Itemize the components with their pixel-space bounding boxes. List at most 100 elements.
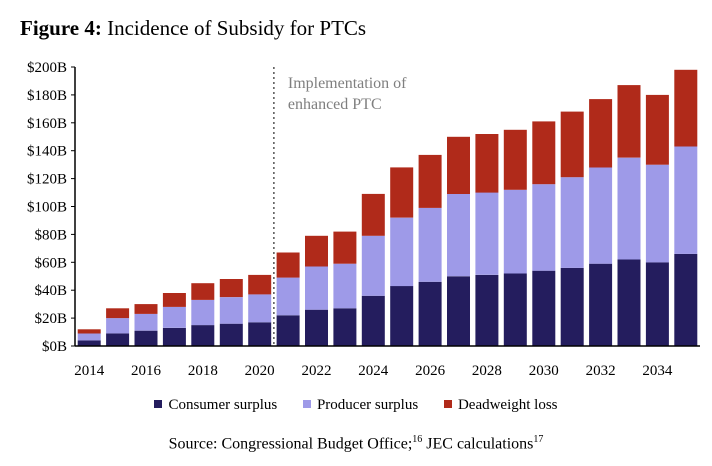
- bar-producer-surplus-2034: [645, 164, 669, 263]
- bar-consumer-surplus-2021: [276, 315, 300, 346]
- bar-consumer-surplus-2029: [503, 273, 527, 346]
- bar-consumer-surplus-2020: [248, 322, 272, 346]
- bar-consumer-surplus-2028: [475, 274, 499, 346]
- legend-swatch-producer-surplus: [302, 400, 311, 408]
- bar-consumer-surplus-2034: [645, 262, 669, 346]
- bar-consumer-surplus-2025: [390, 286, 414, 346]
- bar-deadweight-loss-2028: [475, 134, 499, 193]
- bar-producer-surplus-2026: [418, 207, 442, 282]
- annotation-text-line2: enhanced PTC: [288, 96, 382, 113]
- x-tick-label: 2020: [245, 363, 275, 379]
- bar-producer-surplus-2024: [361, 235, 385, 296]
- legend-swatch-deadweight-loss: [443, 400, 452, 408]
- bar-consumer-surplus-2033: [617, 259, 641, 346]
- bar-consumer-surplus-2035: [674, 253, 698, 346]
- bar-consumer-surplus-2019: [219, 323, 243, 346]
- bar-deadweight-loss-2014: [77, 329, 101, 334]
- y-tick-label: $40B: [34, 283, 67, 299]
- bar-deadweight-loss-2016: [134, 304, 158, 314]
- bar-deadweight-loss-2023: [333, 231, 357, 264]
- legend-label-deadweight-loss: Deadweight loss: [457, 397, 558, 413]
- bar-producer-surplus-2017: [162, 306, 186, 328]
- chart-legend: Consumer surplus Producer surplus Deadwe…: [0, 397, 712, 414]
- source-note: Source: Congressional Budget Office;16 J…: [0, 434, 712, 453]
- x-tick-label: 2034: [642, 363, 673, 379]
- source-footnote-ref-16: 16: [412, 434, 423, 445]
- legend-item-deadweight-loss: Deadweight loss: [443, 397, 558, 414]
- bar-deadweight-loss-2029: [503, 129, 527, 190]
- y-tick-label: $160B: [27, 116, 67, 132]
- bar-consumer-surplus-2018: [191, 325, 215, 346]
- figure-title-text: Incidence of Subsidy for PTCs: [107, 16, 367, 40]
- x-tick-label: 2014: [74, 363, 105, 379]
- bar-producer-surplus-2014: [77, 333, 101, 341]
- bar-producer-surplus-2021: [276, 277, 300, 316]
- bar-consumer-surplus-2015: [106, 333, 130, 346]
- bar-deadweight-loss-2015: [106, 308, 130, 319]
- bar-deadweight-loss-2035: [674, 69, 698, 147]
- bar-consumer-surplus-2024: [361, 295, 385, 346]
- bar-consumer-surplus-2016: [134, 330, 158, 346]
- bar-producer-surplus-2025: [390, 217, 414, 287]
- y-tick-label: $140B: [27, 144, 67, 160]
- x-tick-label: 2024: [358, 363, 389, 379]
- bar-consumer-surplus-2032: [589, 263, 613, 346]
- bar-deadweight-loss-2025: [390, 167, 414, 218]
- bar-producer-surplus-2031: [560, 177, 584, 268]
- bar-producer-surplus-2033: [617, 157, 641, 260]
- x-tick-label: 2018: [188, 363, 218, 379]
- bar-deadweight-loss-2026: [418, 154, 442, 208]
- y-tick-label: $120B: [27, 172, 67, 188]
- bar-producer-surplus-2030: [532, 184, 556, 271]
- bar-deadweight-loss-2031: [560, 111, 584, 178]
- bar-consumer-surplus-2023: [333, 308, 357, 346]
- bar-producer-surplus-2023: [333, 263, 357, 309]
- bar-consumer-surplus-2026: [418, 281, 442, 346]
- legend-label-producer-surplus: Producer surplus: [316, 397, 419, 413]
- y-tick-label: $100B: [27, 200, 67, 216]
- x-tick-label: 2016: [131, 363, 162, 379]
- bar-producer-surplus-2016: [134, 313, 158, 331]
- bar-deadweight-loss-2034: [645, 94, 669, 165]
- bar-deadweight-loss-2019: [219, 279, 243, 298]
- bar-producer-surplus-2035: [674, 146, 698, 254]
- x-tick-label: 2028: [472, 363, 502, 379]
- bar-producer-surplus-2015: [106, 318, 130, 334]
- bar-consumer-surplus-2014: [77, 340, 101, 346]
- bar-deadweight-loss-2021: [276, 252, 300, 278]
- y-tick-label: $80B: [34, 227, 67, 243]
- annotation-text-line1: Implementation of: [288, 75, 407, 92]
- y-tick-label: $20B: [34, 311, 67, 327]
- bar-consumer-surplus-2030: [532, 270, 556, 346]
- figure-title: Figure 4: Incidence of Subsidy for PTCs: [20, 16, 366, 41]
- bar-producer-surplus-2019: [219, 297, 243, 324]
- bar-producer-surplus-2018: [191, 300, 215, 326]
- bar-deadweight-loss-2018: [191, 283, 215, 300]
- x-tick-label: 2032: [586, 363, 616, 379]
- legend-swatch-consumer-surplus: [154, 400, 163, 408]
- bar-producer-surplus-2027: [447, 193, 470, 277]
- y-tick-label: $0B: [42, 339, 67, 355]
- source-text-jec: JEC calculations: [422, 435, 534, 453]
- figure-label: Figure 4:: [20, 16, 102, 40]
- legend-label-consumer-surplus: Consumer surplus: [168, 397, 278, 413]
- bar-consumer-surplus-2031: [560, 267, 584, 346]
- bar-consumer-surplus-2027: [447, 276, 470, 347]
- bar-deadweight-loss-2022: [305, 235, 328, 267]
- bar-deadweight-loss-2020: [248, 274, 272, 295]
- x-tick-label: 2022: [301, 363, 331, 379]
- bar-consumer-surplus-2017: [162, 327, 186, 346]
- bar-deadweight-loss-2024: [361, 193, 385, 236]
- bar-deadweight-loss-2027: [447, 136, 470, 194]
- y-tick-label: $60B: [34, 255, 67, 271]
- bar-producer-surplus-2029: [503, 189, 527, 274]
- y-tick-label: $180B: [27, 88, 67, 104]
- y-tick-label: $200B: [27, 60, 67, 76]
- x-tick-label: 2026: [415, 363, 446, 379]
- bar-producer-surplus-2020: [248, 294, 272, 323]
- bar-producer-surplus-2028: [475, 192, 499, 275]
- bar-producer-surplus-2022: [305, 266, 328, 310]
- legend-item-producer-surplus: Producer surplus: [302, 397, 419, 414]
- bar-deadweight-loss-2030: [532, 121, 556, 185]
